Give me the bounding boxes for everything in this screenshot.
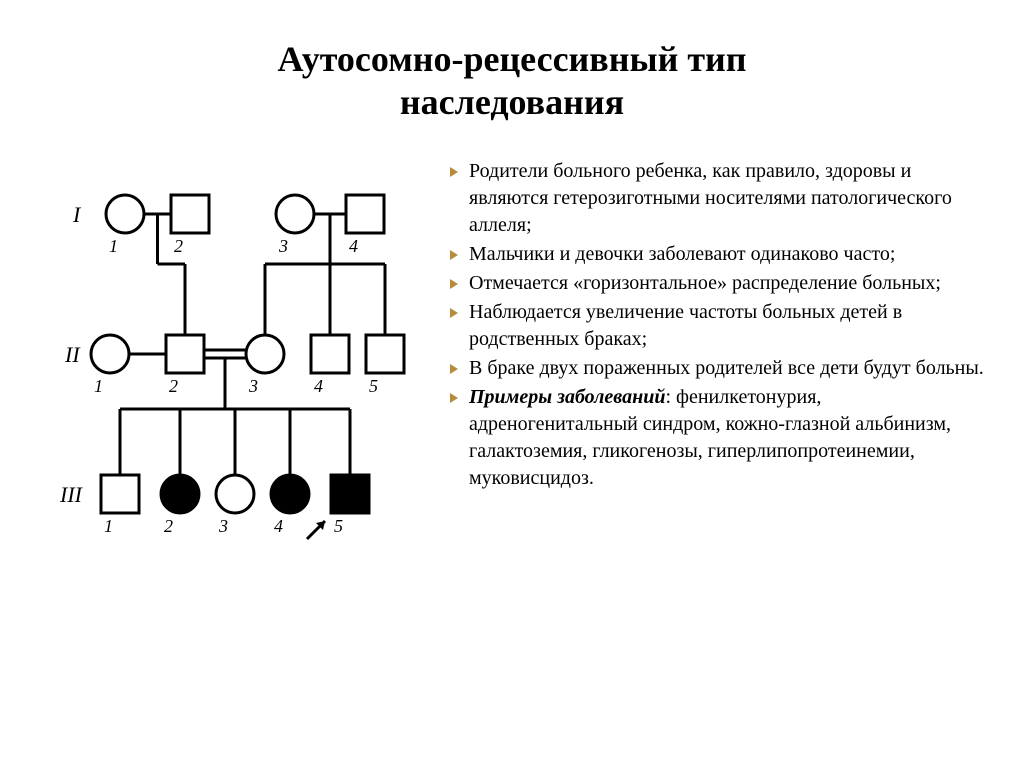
list-item: Отмечается «горизонтальное» распределени… <box>450 270 994 297</box>
svg-text:2: 2 <box>169 376 178 396</box>
list-item: Родители больного ребенка, как правило, … <box>450 158 994 239</box>
svg-text:III: III <box>59 482 84 507</box>
svg-text:4: 4 <box>349 236 358 256</box>
title-line-1: Аутосомно-рецессивный тип <box>277 39 746 79</box>
pedigree-diagram: I 1 2 3 4 II 1 2 3 4 5 III 1 2 3 4 5 <box>55 154 425 574</box>
bullet-text: Наблюдается увеличение частоты больных д… <box>469 299 994 353</box>
list-item: Мальчики и девочки заболевают одинаково … <box>450 241 994 268</box>
title-line-2: наследования <box>400 82 624 122</box>
svg-text:4: 4 <box>314 376 323 396</box>
bullet-text: В браке двух пораженных родителей все де… <box>469 355 984 382</box>
svg-text:5: 5 <box>334 516 343 536</box>
page-title: Аутосомно-рецессивный тип наследования <box>0 0 1024 154</box>
content-row: I 1 2 3 4 II 1 2 3 4 5 III 1 2 3 4 5 Родители больного р… <box>0 154 1024 574</box>
svg-text:5: 5 <box>369 376 378 396</box>
bullet-icon <box>450 308 458 318</box>
bullet-text: Примеры заболеваний: фенилкетонурия, адр… <box>469 384 994 492</box>
pedigree-panel: I 1 2 3 4 II 1 2 3 4 5 III 1 2 3 4 5 <box>55 154 425 574</box>
svg-text:3: 3 <box>218 516 228 536</box>
list-item: Наблюдается увеличение частоты больных д… <box>450 299 994 353</box>
bullet-text: Мальчики и девочки заболевают одинаково … <box>469 241 895 268</box>
bullet-icon <box>450 393 458 403</box>
list-item: В браке двух пораженных родителей все де… <box>450 355 994 382</box>
bullet-icon <box>450 279 458 289</box>
svg-text:1: 1 <box>109 236 118 256</box>
bullet-icon <box>450 167 458 177</box>
svg-text:II: II <box>64 342 81 367</box>
list-item: Примеры заболеваний: фенилкетонурия, адр… <box>450 384 994 492</box>
svg-text:I: I <box>72 202 82 227</box>
bullet-text: Отмечается «горизонтальное» распределени… <box>469 270 941 297</box>
svg-text:4: 4 <box>274 516 283 536</box>
svg-text:3: 3 <box>248 376 258 396</box>
svg-text:1: 1 <box>104 516 113 536</box>
bullet-icon <box>450 364 458 374</box>
svg-text:2: 2 <box>174 236 183 256</box>
bullet-icon <box>450 250 458 260</box>
bullet-text: Родители больного ребенка, как правило, … <box>469 158 994 239</box>
bullet-list: Родители больного ребенка, как правило, … <box>425 154 994 574</box>
svg-text:2: 2 <box>164 516 173 536</box>
svg-text:1: 1 <box>94 376 103 396</box>
svg-text:3: 3 <box>278 236 288 256</box>
